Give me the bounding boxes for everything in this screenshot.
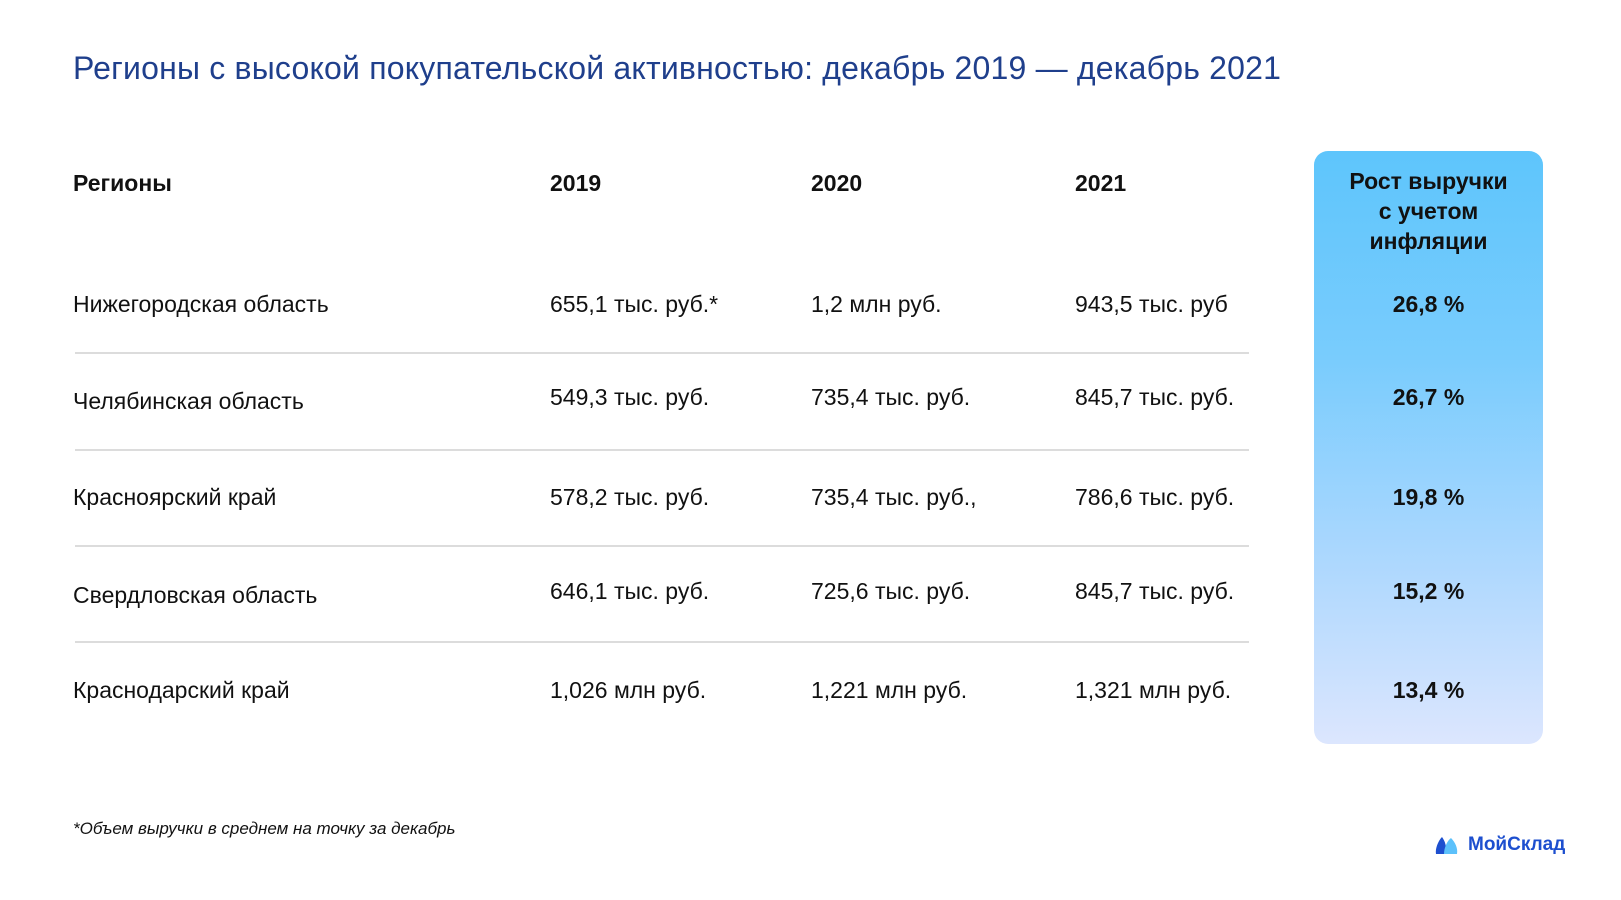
region-cell: Нижегородская область [73, 291, 329, 317]
value-2021-cell: 1,321 млн руб. [1075, 677, 1232, 703]
value-2019-cell: 549,3 тыс. руб. [550, 384, 710, 410]
table-row: Красноярский край 578,2 тыс. руб. 735,4 … [0, 484, 1621, 524]
slide-title: Регионы с высокой покупательской активно… [73, 50, 1282, 86]
region-cell: Челябинская область [73, 388, 304, 414]
value-2021-cell: 786,6 тыс. руб. [1075, 484, 1235, 510]
value-2020-cell: 735,4 тыс. руб. [811, 384, 971, 410]
value-2019-cell: 646,1 тыс. руб. [550, 578, 710, 604]
header-2021: 2021 [1075, 170, 1127, 196]
value-2021-cell: 845,7 тыс. руб. [1075, 384, 1235, 410]
mountain-logo-icon [1435, 837, 1458, 854]
region-cell: Свердловская область [73, 582, 318, 608]
row-divider [75, 545, 1249, 547]
row-divider [75, 352, 1249, 354]
growth-cell: 19,8 % [1392, 484, 1465, 510]
value-2019-cell: 655,1 тыс. руб.* [550, 291, 719, 317]
value-2021-cell: 845,7 тыс. руб. [1075, 578, 1235, 604]
region-cell: Красноярский край [73, 484, 277, 510]
footnote: *Объем выручки в среднем на точку за дек… [73, 819, 456, 838]
row-divider [75, 641, 1249, 643]
value-2019-cell: 1,026 млн руб. [550, 677, 707, 703]
header-regions: Регионы [73, 170, 172, 196]
value-2021-cell: 943,5 тыс. руб [1075, 291, 1228, 317]
brand-logo-text: МойСклад [1468, 834, 1566, 855]
value-2020-cell: 1,221 млн руб. [811, 677, 968, 703]
header-growth-line: с учетом [1378, 198, 1479, 224]
table-row: Краснодарский край 1,026 млн руб. 1,221 … [0, 677, 1621, 717]
value-2019-cell: 578,2 тыс. руб. [550, 484, 710, 510]
header-growth: Рост выручки с учетом инфляции [1314, 166, 1543, 256]
region-cell: Краснодарский край [73, 677, 290, 703]
table-row: Нижегородская область 655,1 тыс. руб.* 1… [0, 291, 1621, 331]
header-growth-line: инфляции [1369, 228, 1488, 254]
growth-cell: 15,2 % [1392, 578, 1465, 604]
header-2019: 2019 [550, 170, 602, 196]
growth-cell: 26,7 % [1392, 384, 1465, 410]
row-divider [75, 449, 1249, 451]
header-2020: 2020 [811, 170, 863, 196]
value-2020-cell: 1,2 млн руб. [811, 291, 942, 317]
table-row: Свердловская область 646,1 тыс. руб. 725… [0, 578, 1621, 618]
table-row: Челябинская область 549,3 тыс. руб. 735,… [0, 384, 1621, 424]
value-2020-cell: 735,4 тыс. руб., [811, 484, 977, 510]
brand-logo: МойСклад [1434, 834, 1565, 856]
value-2020-cell: 725,6 тыс. руб. [811, 578, 971, 604]
growth-column-highlight [1314, 151, 1543, 744]
header-growth-line: Рост выручки [1349, 168, 1508, 194]
growth-cell: 26,8 % [1392, 291, 1465, 317]
growth-cell: 13,4 % [1392, 677, 1465, 703]
